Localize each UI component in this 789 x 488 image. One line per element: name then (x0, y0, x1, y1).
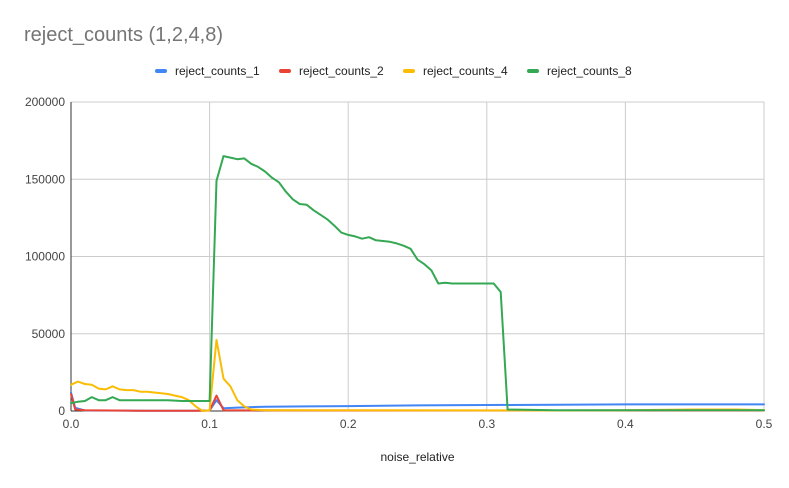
legend-label: reject_counts_2 (299, 64, 384, 78)
y-tick-label: 150000 (25, 172, 65, 186)
legend-swatch-icon (279, 69, 291, 73)
y-tick-label: 200000 (25, 95, 65, 109)
y-tick-label: 100000 (25, 250, 65, 264)
legend-label: reject_counts_1 (175, 64, 260, 78)
x-tick-label: 0.0 (63, 417, 80, 431)
x-axis-title: noise_relative (380, 450, 454, 464)
x-tick-label: 0.2 (340, 417, 357, 431)
legend-swatch-icon (527, 69, 539, 73)
legend-swatch-icon (403, 69, 415, 73)
legend-item-reject-counts-1: reject_counts_1 (155, 64, 260, 78)
legend-item-reject-counts-4: reject_counts_4 (403, 64, 508, 78)
chart-title: reject_counts (1,2,4,8) (24, 24, 223, 46)
x-tick-label: 0.1 (201, 417, 218, 431)
x-tick-label: 0.3 (478, 417, 495, 431)
legend-item-reject-counts-8: reject_counts_8 (527, 64, 632, 78)
legend-swatch-icon (155, 69, 167, 73)
y-tick-label: 0 (58, 404, 65, 418)
legend-label: reject_counts_4 (423, 64, 508, 78)
x-tick-label: 0.5 (756, 417, 773, 431)
y-tick-label: 50000 (32, 327, 66, 341)
series-line-reject-counts-8 (70, 155, 765, 412)
legend: reject_counts_1 reject_counts_2 reject_c… (0, 64, 789, 82)
legend-label: reject_counts_8 (547, 64, 632, 78)
legend-item-reject-counts-2: reject_counts_2 (279, 64, 384, 78)
x-tick-label: 0.4 (617, 417, 634, 431)
